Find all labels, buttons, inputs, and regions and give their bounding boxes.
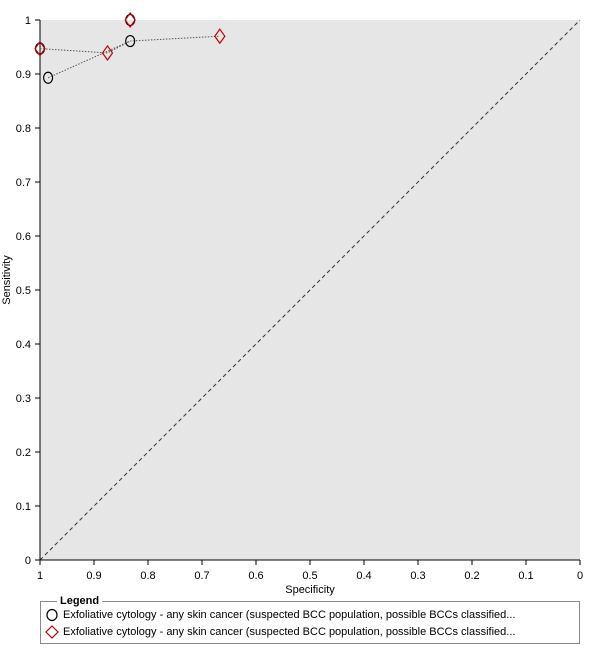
series-lines-layer xyxy=(39,35,220,79)
roc-chart: 1 0.9 0.8 0.7 0.6 0.5 0.4 0.3 0.2 0.1 0 0 0.1 0.2 0.3… xyxy=(1,11,583,596)
y-tick-label: 0.7 xyxy=(16,177,31,189)
y-tick-label: 0.2 xyxy=(16,447,31,459)
x-tick-label: 0.5 xyxy=(302,570,317,582)
x-tick-label: 0.8 xyxy=(140,570,155,582)
y-tick-label: 0.8 xyxy=(16,123,31,135)
legend-entry: Exfoliative cytology - any skin cancer (… xyxy=(45,624,575,640)
y-tick-label: 0.3 xyxy=(16,393,31,405)
x-ticks-layer: 1 0.9 0.8 0.7 0.6 0.5 0.4 0.3 0.2 0.1 0 xyxy=(37,560,583,582)
x-tick-label: 0.7 xyxy=(194,570,209,582)
x-tick-label: 0 xyxy=(577,570,583,582)
x-axis-title: Specificity xyxy=(285,584,335,596)
y-tick-label: 1 xyxy=(25,15,31,27)
x-tick-label: 0.4 xyxy=(356,570,371,582)
y-ticks-layer: 0 0.1 0.2 0.3 0.4 0.5 0.6 0.7 0.8 0.9 1 xyxy=(16,15,40,567)
circle-point xyxy=(42,71,54,84)
y-tick-label: 0.1 xyxy=(16,501,31,513)
x-tick-label: 0.3 xyxy=(410,570,425,582)
y-tick-label: 0.4 xyxy=(16,339,31,351)
data-points-layer xyxy=(34,11,226,84)
x-tick-label: 0.6 xyxy=(248,570,263,582)
x-tick-label: 1 xyxy=(37,570,43,582)
reference-diagonal-line xyxy=(39,19,581,561)
diamond-icon xyxy=(45,625,59,639)
y-tick-label: 0.6 xyxy=(16,231,31,243)
x-tick-label: 0.2 xyxy=(464,570,479,582)
diamond-point xyxy=(34,40,46,57)
x-tick-label: 0.9 xyxy=(86,570,101,582)
series-connecting-line xyxy=(39,35,220,54)
legend-entry-label: Exfoliative cytology - any skin cancer (… xyxy=(63,626,516,638)
y-tick-label: 0.5 xyxy=(16,285,31,297)
legend-title: Legend xyxy=(57,595,103,608)
diamond-point xyxy=(124,11,136,29)
circle-point xyxy=(125,34,136,48)
legend-entry-label: Exfoliative cytology - any skin cancer (… xyxy=(63,609,516,621)
diamond-point xyxy=(214,28,226,45)
diamond-point xyxy=(101,44,114,61)
legend-entry: Exfoliative cytology - any skin cancer (… xyxy=(45,607,575,623)
circle-icon xyxy=(46,608,58,622)
y-axis-title: Sensitivity xyxy=(1,255,13,305)
x-tick-label: 0.1 xyxy=(518,570,533,582)
y-tick-label: 0.9 xyxy=(16,69,31,81)
y-tick-label: 0 xyxy=(25,555,31,567)
reference-line-layer xyxy=(39,19,581,561)
legend-box: Legend Exfoliative cytology - any skin c… xyxy=(40,595,580,644)
